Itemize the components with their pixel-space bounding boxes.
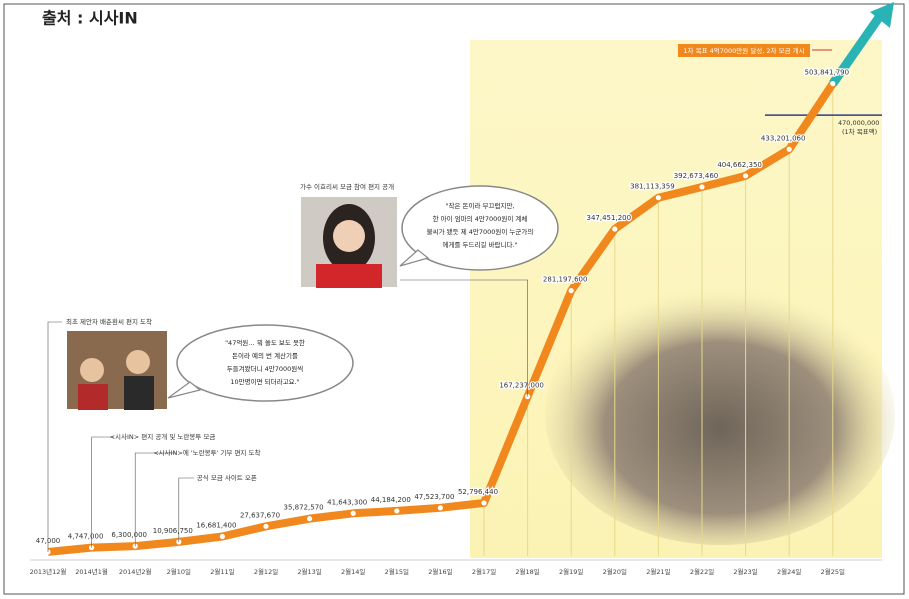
- point: [219, 533, 225, 540]
- quote-line: 돈이라 예의 번 계산기를: [232, 351, 298, 360]
- target-note: (1차 목표액): [842, 127, 877, 136]
- frame: [3, 3, 905, 595]
- value-label: 433,201,060: [761, 134, 806, 142]
- value-label: 47,523,700: [414, 493, 454, 501]
- crowd-photo: [545, 285, 895, 545]
- x-tick-label: 2월14일: [341, 567, 365, 576]
- x-tick-label: 2월25일: [821, 567, 845, 576]
- value-label: 392,673,460: [674, 172, 719, 180]
- x-tick-label: 2월17일: [472, 567, 496, 576]
- event-label: <시사IN> 편지 공개 및 노란봉투 모금: [110, 432, 216, 441]
- quote-line: 두들겨봤더니 4만7000원씩: [227, 364, 304, 373]
- banner-box: [678, 44, 810, 57]
- value-label: 167,237,000: [499, 382, 544, 390]
- quote-line: 에게를 두드리길 바랍니다.": [443, 240, 518, 249]
- value-label: 381,113,359: [630, 183, 675, 191]
- point: [350, 510, 356, 516]
- x-tick-label: 2월12일: [254, 567, 278, 576]
- point: [655, 195, 662, 201]
- x-tick-label: 2월22일: [690, 567, 714, 576]
- value-label: 35,872,570: [284, 504, 324, 512]
- value-label: 41,643,300: [327, 498, 367, 506]
- value-label: 6,300,000: [111, 531, 147, 539]
- x-tick-label: 2월15일: [385, 567, 409, 576]
- x-tick-label: 2월19일: [559, 567, 583, 576]
- x-tick-label: 2월21일: [646, 567, 670, 576]
- x-tick-label: 2014년1월: [75, 567, 108, 576]
- event-label: 공식 모금 사이트 오픈: [197, 473, 257, 482]
- value-label: 281,197,600: [543, 276, 588, 284]
- speech-bubble: [167, 185, 559, 402]
- trend-arrow-head: [870, 2, 894, 28]
- point: [568, 287, 574, 294]
- photo: [65, 329, 169, 411]
- x-tick-label: 2월24일: [777, 567, 801, 576]
- point: [437, 505, 443, 511]
- x-tick-label: 2월20일: [603, 567, 627, 576]
- source: 출처 : 시사IN: [42, 9, 138, 28]
- point: [612, 226, 618, 232]
- event-connector: [178, 477, 194, 542]
- point: [176, 539, 182, 545]
- x-tick-label: 2월18일: [515, 567, 539, 576]
- x-tick-label: 2013년12월: [30, 567, 67, 576]
- point: [394, 508, 400, 514]
- quote-line: 10만명이면 되더라고요.": [230, 377, 299, 386]
- value-label: 52,796,440: [458, 488, 498, 496]
- quote-line: 한 아이 엄마의 4만7000원이 계체: [433, 214, 528, 223]
- photo-caption: 가수 이효리씨 모금 참여 편지 공개: [300, 182, 394, 191]
- target-label: 470,000,000: [838, 119, 879, 127]
- point: [263, 523, 269, 529]
- event-connector: [91, 436, 114, 548]
- value-label: 44,184,200: [371, 496, 411, 504]
- x-tick-label: 2월11일: [210, 567, 234, 576]
- point: [743, 173, 749, 179]
- x-tick-label: 2월23일: [733, 567, 757, 576]
- value-label: 347,451,200: [587, 214, 632, 222]
- photo-caption: 최초 제안자 배춘환씨 편지 도착: [66, 317, 152, 326]
- photo-connector: [47, 321, 62, 552]
- value-label: 16,681,400: [196, 521, 236, 529]
- banner: 1차 목표 4억7000만원 달성, 2차 모금 개시: [683, 46, 804, 55]
- quote-line: "작은 돈이라 부끄럽지만,: [446, 201, 515, 210]
- x-tick-label: 2월10일: [167, 567, 191, 576]
- x-tick-label: 2월13일: [297, 567, 321, 576]
- event-label: <시사IN>에 '노란봉투' 기부 편지 도착: [153, 448, 260, 457]
- value-label: 10,906,750: [153, 527, 193, 535]
- point: [830, 81, 836, 87]
- quote-line: "47억원… 뭐 쓸도 보도 못한: [225, 338, 305, 347]
- value-label: 404,662,350: [717, 161, 762, 169]
- value-label: 4,747,000: [68, 533, 104, 541]
- x-tick-label: 2014년2월: [119, 567, 152, 576]
- photo-connector: [400, 279, 528, 397]
- point: [786, 146, 792, 152]
- trend-arrow: [829, 13, 884, 87]
- point: [699, 184, 705, 190]
- point: [481, 500, 487, 506]
- quote-line: 불씨가 됐듯 제 4만7000원이 누군가의: [427, 227, 534, 236]
- point: [307, 516, 313, 522]
- photo: [299, 195, 399, 289]
- value-label: 27,637,670: [240, 511, 280, 519]
- event-connector: [134, 452, 176, 547]
- value-label: 503,841,790: [805, 69, 850, 77]
- x-tick-label: 2월16일: [428, 567, 452, 576]
